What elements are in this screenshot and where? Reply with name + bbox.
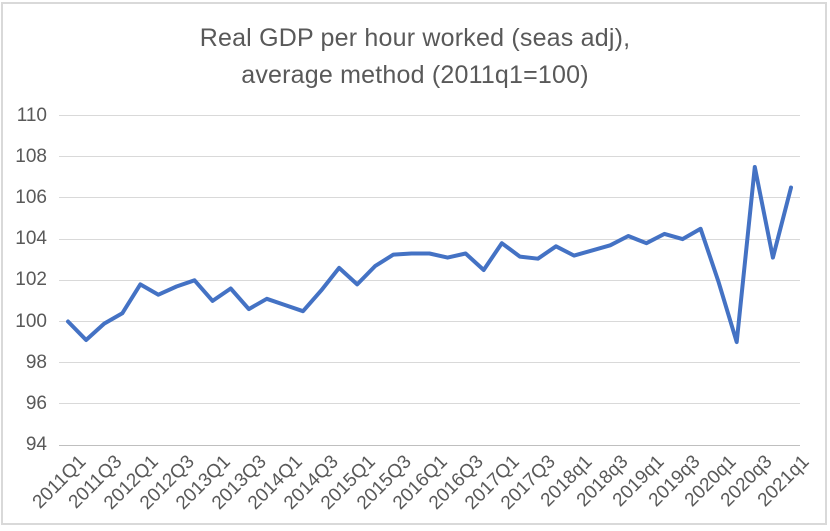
y-axis-label-94: 94 (25, 434, 47, 456)
y-gridline-96 (59, 403, 800, 405)
x-axis-line (59, 444, 800, 446)
y-axis-label-110: 110 (16, 104, 47, 126)
y-axis-label-104: 104 (15, 228, 47, 250)
y-gridline-102 (59, 279, 800, 281)
chart-title-line-1: Real GDP per hour worked (seas adj), (199, 24, 631, 52)
y-gridline-106 (59, 197, 800, 199)
y-gridline-100 (59, 321, 800, 322)
y-gridline-104 (59, 238, 800, 240)
data-series-line (66, 165, 793, 345)
chart-title: Real GDP per hour worked (seas adj), ave… (0, 20, 830, 94)
y-axis-label-102: 102 (15, 269, 47, 291)
y-gridline-110 (59, 115, 800, 116)
y-gridline-98 (59, 362, 800, 364)
y-axis-label-108: 108 (15, 145, 47, 167)
y-gridline-108 (59, 156, 800, 158)
y-axis-label-106: 106 (15, 186, 47, 208)
y-axis-label-98: 98 (25, 351, 47, 373)
y-axis-label-100: 100 (15, 310, 47, 332)
y-axis-label-96: 96 (25, 392, 47, 414)
chart-title-line-2: average method (2011q1=100) (241, 61, 589, 89)
